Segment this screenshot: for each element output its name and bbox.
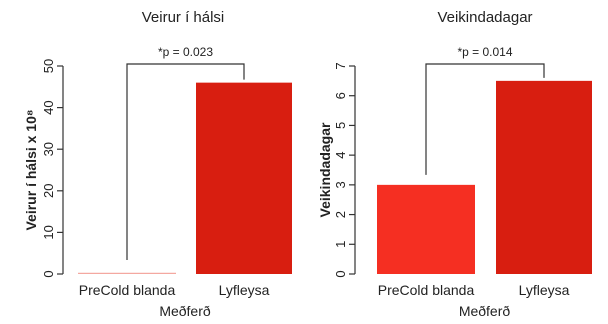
y-tick-label: 30 xyxy=(41,142,56,156)
bar-1 xyxy=(78,272,176,274)
y-tick-label: 10 xyxy=(41,225,56,239)
y-tick-label: 4 xyxy=(333,152,348,159)
x-axis-label: Meðferð xyxy=(159,303,211,319)
significance-bracket xyxy=(126,63,245,260)
y-tick-label: 1 xyxy=(333,241,348,248)
y-tick-label: 0 xyxy=(333,270,348,277)
y-tick-label: 20 xyxy=(41,184,56,198)
y-tick-label: 0 xyxy=(41,270,56,277)
y-tick-label: 3 xyxy=(333,181,348,188)
category-label: PreCold blanda xyxy=(378,282,475,298)
bar-1 xyxy=(377,184,475,274)
category-label: Lyfleysa xyxy=(519,282,570,298)
chart-panel-2: Veikindadagar 0 1 2 3 4 5 6 7 Veikindadagar PreCol… xyxy=(317,9,592,319)
significance-label: *p = 0.023 xyxy=(158,45,213,59)
bar-2 xyxy=(196,82,292,274)
category-label: Lyfleysa xyxy=(219,282,270,298)
category-label: PreCold blanda xyxy=(79,282,176,298)
bar-2 xyxy=(496,80,592,274)
x-axis-label: Meðferð xyxy=(459,303,511,319)
y-tick-label: 50 xyxy=(41,59,56,73)
chart-title: Veirur í hálsi xyxy=(142,9,225,26)
y-tick-label: 7 xyxy=(333,62,348,69)
y-tick-label: 40 xyxy=(41,100,56,114)
y-axis-label: Veikindadagar xyxy=(317,122,333,217)
chart-panel-1: Veirur í hálsi 0 10 20 30 40 50 Veirur í hálsi … xyxy=(23,9,292,319)
significance-label: *p = 0.014 xyxy=(457,45,512,59)
y-tick-label: 2 xyxy=(333,211,348,218)
y-tick-label: 5 xyxy=(333,122,348,129)
chart-title: Veikindadagar xyxy=(437,9,532,26)
y-tick-label: 6 xyxy=(333,92,348,99)
y-axis-label: Veirur í hálsi x 10⁸ xyxy=(23,109,39,230)
significance-bracket xyxy=(425,63,545,175)
